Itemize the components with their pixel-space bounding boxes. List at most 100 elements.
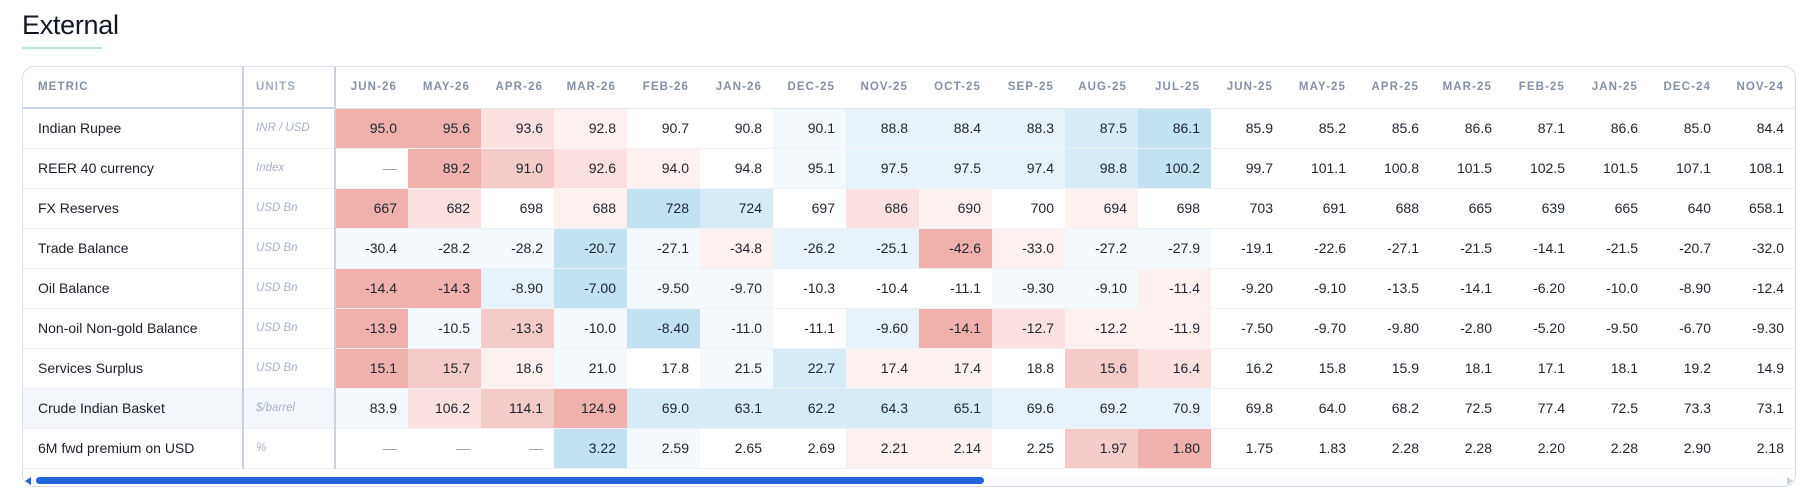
value-cell: 108.1	[1722, 148, 1795, 189]
month-column-header[interactable]: MAY-25	[1284, 67, 1357, 109]
value-cell: -13.9	[335, 308, 408, 349]
month-column-header[interactable]: FEB-25	[1503, 67, 1576, 109]
month-column-header[interactable]: OCT-25	[919, 67, 992, 109]
month-column-header[interactable]: APR-26	[481, 67, 554, 109]
value-cell: 2.65	[700, 428, 773, 469]
scroll-right-arrow-icon[interactable]	[1787, 477, 1793, 485]
value-cell: -11.0	[700, 308, 773, 349]
month-column-header[interactable]: DEC-25	[773, 67, 846, 109]
units-cell: INR / USD	[243, 108, 336, 149]
units-column-header[interactable]: UNITS	[243, 67, 336, 109]
value-cell: 2.28	[1430, 428, 1503, 469]
value-cell: 69.8	[1211, 388, 1284, 429]
value-cell: 18.6	[481, 348, 554, 389]
value-cell: 86.6	[1430, 108, 1503, 149]
value-cell: -10.5	[408, 308, 481, 349]
value-cell: 640	[1649, 188, 1722, 229]
month-column-header[interactable]: SEP-25	[992, 67, 1065, 109]
title-underline	[22, 47, 102, 49]
value-cell: 2.25	[992, 428, 1065, 469]
value-cell: 97.5	[919, 148, 992, 189]
value-cell: -14.3	[408, 268, 481, 309]
value-cell: 15.7	[408, 348, 481, 389]
metric-name-cell: FX Reserves	[23, 188, 244, 229]
month-column-header[interactable]: MAR-26	[554, 67, 627, 109]
value-cell: 87.5	[1065, 108, 1138, 149]
metric-name-cell: REER 40 currency	[23, 148, 244, 189]
value-cell: 18.1	[1576, 348, 1649, 389]
value-cell: 17.4	[846, 348, 919, 389]
value-cell: -10.4	[846, 268, 919, 309]
value-cell: -5.20	[1503, 308, 1576, 349]
value-cell: 17.1	[1503, 348, 1576, 389]
value-cell: 69.0	[627, 388, 700, 429]
value-cell: 86.1	[1138, 108, 1211, 149]
value-cell: 69.6	[992, 388, 1065, 429]
value-cell: 21.5	[700, 348, 773, 389]
month-column-header[interactable]: DEC-24	[1649, 67, 1722, 109]
value-cell: 1.83	[1284, 428, 1357, 469]
month-column-header[interactable]: MAR-25	[1430, 67, 1503, 109]
month-column-header[interactable]: MAY-26	[408, 67, 481, 109]
value-cell: -9.80	[1357, 308, 1430, 349]
value-cell: 73.3	[1649, 388, 1722, 429]
month-column-header[interactable]: JAN-25	[1576, 67, 1649, 109]
value-cell: 85.9	[1211, 108, 1284, 149]
value-cell: -6.20	[1503, 268, 1576, 309]
value-cell: -7.50	[1211, 308, 1284, 349]
value-cell: 688	[554, 188, 627, 229]
value-cell: 72.5	[1430, 388, 1503, 429]
metric-name-cell: Trade Balance	[23, 228, 244, 269]
value-cell: 97.4	[992, 148, 1065, 189]
value-cell: 114.1	[481, 388, 554, 429]
value-cell: 95.6	[408, 108, 481, 149]
value-cell: -11.9	[1138, 308, 1211, 349]
month-column-header[interactable]: JUL-25	[1138, 67, 1211, 109]
value-cell: 698	[481, 188, 554, 229]
value-cell: 83.9	[335, 388, 408, 429]
metric-column-header[interactable]: METRIC	[23, 67, 244, 109]
value-cell: 87.1	[1503, 108, 1576, 149]
scroll-left-arrow-icon[interactable]	[25, 477, 31, 485]
value-cell: —	[481, 428, 554, 469]
metric-name-cell: Oil Balance	[23, 268, 244, 309]
value-cell: 697	[773, 188, 846, 229]
value-cell: 724	[700, 188, 773, 229]
value-cell: -9.70	[700, 268, 773, 309]
value-cell: 73.1	[1722, 388, 1795, 429]
table-scroll-area[interactable]: METRIC UNITS JUN-26 MAY-26 APR-26 MAR-26 FEB…	[23, 67, 1795, 475]
month-column-header[interactable]: NOV-25	[846, 67, 919, 109]
value-cell: -9.20	[1211, 268, 1284, 309]
value-cell: -20.7	[1649, 228, 1722, 269]
scrollbar-thumb[interactable]	[36, 477, 984, 484]
metric-name-cell: Crude Indian Basket	[23, 388, 244, 429]
value-cell: 63.1	[700, 388, 773, 429]
value-cell: 2.18	[1722, 428, 1795, 469]
value-cell: -12.2	[1065, 308, 1138, 349]
value-cell: —	[335, 148, 408, 189]
value-cell: 17.8	[627, 348, 700, 389]
month-column-header[interactable]: APR-25	[1357, 67, 1430, 109]
value-cell: 667	[335, 188, 408, 229]
value-cell: 124.9	[554, 388, 627, 429]
metric-name-cell: Indian Rupee	[23, 108, 244, 149]
month-column-header[interactable]: FEB-26	[627, 67, 700, 109]
value-cell: 101.1	[1284, 148, 1357, 189]
value-cell: -10.3	[773, 268, 846, 309]
value-cell: 21.0	[554, 348, 627, 389]
value-cell: -9.70	[1284, 308, 1357, 349]
month-column-header[interactable]: AUG-25	[1065, 67, 1138, 109]
value-cell: -25.1	[846, 228, 919, 269]
month-column-header[interactable]: JUN-25	[1211, 67, 1284, 109]
horizontal-scrollbar[interactable]	[23, 475, 1795, 486]
value-cell: -30.4	[335, 228, 408, 269]
value-cell: 18.8	[992, 348, 1065, 389]
value-cell: 15.9	[1357, 348, 1430, 389]
value-cell: 107.1	[1649, 148, 1722, 189]
value-cell: 95.0	[335, 108, 408, 149]
month-column-header[interactable]: NOV-24	[1722, 67, 1795, 109]
month-column-header[interactable]: JUN-26	[335, 67, 408, 109]
month-column-header[interactable]: JAN-26	[700, 67, 773, 109]
value-cell: -14.1	[1503, 228, 1576, 269]
value-cell: -32.0	[1722, 228, 1795, 269]
